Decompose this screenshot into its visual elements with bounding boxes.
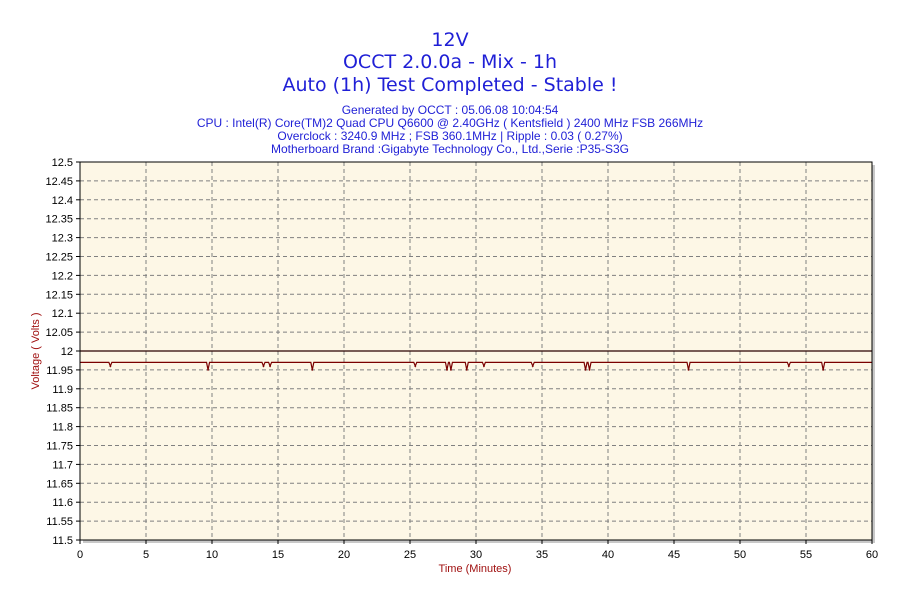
x-tick-label: 20 (338, 549, 350, 561)
data-point (822, 369, 825, 371)
data-point (588, 369, 591, 371)
y-tick-label: 11.85 (46, 403, 73, 415)
y-tick-label: 12.15 (45, 289, 73, 301)
y-tick-label: 11.55 (46, 516, 73, 528)
data-point (207, 369, 209, 371)
x-tick-label: 50 (734, 549, 746, 561)
x-tick-label: 40 (602, 549, 614, 561)
y-tick-label: 12 (61, 346, 73, 358)
data-point (109, 365, 112, 368)
x-tick-label: 35 (536, 549, 548, 561)
x-tick-label: 55 (800, 549, 812, 561)
data-point (787, 365, 790, 368)
data-point (269, 365, 271, 368)
test-status: Auto (1h) Test Completed - Stable ! (282, 74, 617, 96)
y-axis-label: Voltage ( Volts ) (30, 312, 42, 389)
x-tick-label: 10 (206, 549, 218, 561)
y-tick-label: 12.1 (52, 308, 73, 320)
motherboard-info: Motherboard Brand :Gigabyte Technology C… (271, 142, 629, 156)
y-tick-label: 12.4 (52, 195, 73, 207)
data-point (311, 369, 314, 371)
cpu-info: CPU : Intel(R) Core(TM)2 Quad CPU Q6600 … (197, 116, 703, 130)
y-tick-label: 11.65 (46, 478, 73, 490)
x-tick-label: 15 (272, 549, 284, 561)
data-point (584, 369, 587, 371)
y-tick-label: 12.3 (52, 233, 73, 245)
y-tick-label: 12.45 (45, 176, 73, 188)
y-tick-label: 11.5 (52, 535, 73, 547)
x-tick-label: 60 (866, 549, 878, 561)
y-tick-label: 11.8 (52, 422, 73, 434)
data-point (465, 369, 468, 371)
y-tick-label: 12.05 (45, 327, 73, 339)
x-tick-label: 5 (143, 549, 149, 561)
y-tick-label: 12.25 (45, 252, 73, 264)
chart-subtitle: OCCT 2.0.0a - Mix - 1h (343, 51, 557, 73)
data-point (687, 369, 690, 371)
y-tick-label: 12.5 (52, 157, 73, 169)
y-tick-label: 12.2 (52, 270, 73, 282)
overclock-info: Overclock : 3240.9 MHz ; FSB 360.1MHz | … (277, 129, 622, 143)
data-point (483, 365, 485, 368)
data-point (450, 369, 452, 371)
y-tick-label: 11.7 (52, 459, 73, 471)
x-axis-label: Time (Minutes) (439, 563, 512, 575)
y-tick-label: 11.75 (46, 441, 73, 453)
generated-info: Generated by OCCT : 05.06.08 10:04:54 (342, 103, 559, 117)
x-tick-label: 0 (77, 549, 83, 561)
x-tick-label: 45 (668, 549, 680, 561)
data-point (262, 365, 265, 368)
x-tick-label: 30 (470, 549, 482, 561)
y-tick-label: 11.6 (52, 497, 73, 509)
data-point (414, 365, 417, 368)
data-point (446, 369, 448, 371)
y-tick-label: 12.35 (45, 214, 73, 226)
chart-title: 12V (431, 29, 468, 51)
y-tick-label: 11.9 (52, 384, 73, 396)
data-point (531, 365, 534, 368)
plot-area: 0 5 10 15 20 25 30 35 40 45 50 55 60 11.5 11.55 11.6 11.… (45, 157, 878, 561)
y-tick-label: 11.95 (46, 365, 73, 377)
x-tick-label: 25 (404, 549, 416, 561)
